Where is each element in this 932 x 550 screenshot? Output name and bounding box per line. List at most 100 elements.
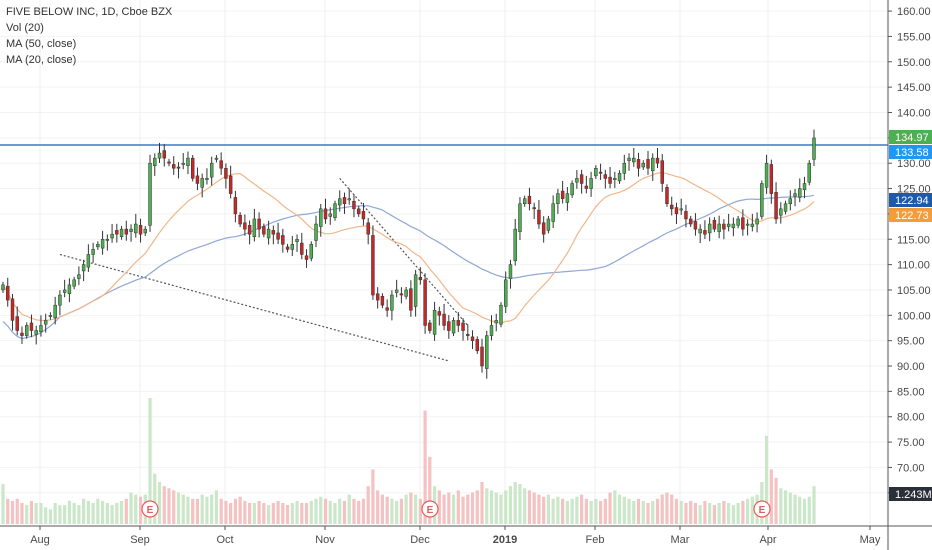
candle-body xyxy=(579,174,584,184)
volume-bar xyxy=(25,505,29,524)
volume-bar xyxy=(205,496,209,524)
candle-body xyxy=(347,198,351,201)
candle-body xyxy=(138,225,143,235)
candle-body xyxy=(228,175,233,194)
candle-body xyxy=(551,203,555,222)
volume-bar xyxy=(461,496,465,524)
volume-bar xyxy=(617,494,622,524)
candle-body xyxy=(96,244,100,248)
volume-bar xyxy=(788,492,792,524)
volume-bar xyxy=(48,509,53,524)
volume-bar xyxy=(556,496,560,524)
candle-body xyxy=(418,277,423,281)
trendline-upper[interactable] xyxy=(339,178,469,326)
candle-body xyxy=(319,208,323,227)
x-tick-label: Mar xyxy=(671,534,690,546)
candle-body xyxy=(688,218,693,225)
volume-bar xyxy=(399,498,403,524)
candle-body xyxy=(281,235,285,245)
volume-bar xyxy=(551,498,555,524)
volume-bar xyxy=(542,496,546,524)
y-tick-label: 100.00 xyxy=(897,310,931,322)
trendlines[interactable] xyxy=(59,178,469,362)
volume-bar xyxy=(100,500,105,524)
volume-bar xyxy=(96,498,100,524)
candle-body xyxy=(461,322,465,331)
legend-symbol[interactable]: FIVE BELOW INC, 1D, Cboe BZX xyxy=(6,6,173,18)
volume-bar xyxy=(39,503,43,524)
volume-bar xyxy=(437,490,441,524)
price-badge: 122.73 xyxy=(889,208,932,222)
volume-bar xyxy=(342,500,347,524)
candle-body xyxy=(745,223,750,226)
volume-bar xyxy=(513,482,517,524)
price-badge-bg xyxy=(889,208,932,222)
volume-bar xyxy=(466,494,470,524)
candle-body xyxy=(233,197,238,215)
volume-bar xyxy=(34,503,38,524)
candle-body xyxy=(148,162,152,226)
volume-bar xyxy=(276,500,280,524)
volume-bar xyxy=(451,494,456,524)
volume-bar xyxy=(248,503,252,524)
candle-body xyxy=(617,173,622,182)
candle-body xyxy=(295,239,299,243)
candle-body xyxy=(741,217,745,230)
candle-body xyxy=(100,239,105,249)
candle-body xyxy=(157,152,162,159)
candle-body xyxy=(437,311,442,316)
earnings-circle xyxy=(421,500,439,518)
candle-body xyxy=(10,298,15,321)
candle-body xyxy=(570,183,574,196)
candle-body xyxy=(366,222,370,235)
volume-bar xyxy=(376,490,380,524)
volume-bar xyxy=(442,494,446,524)
candle-body xyxy=(546,218,551,231)
price-badges: 134.97 133.58 122.94 122.73 1.243M xyxy=(889,130,932,501)
candle-body xyxy=(556,193,560,205)
volume-bar xyxy=(504,490,508,524)
time-axis[interactable]: Aug Sep Oct Nov Dec 2019 Feb Mar Apr May xyxy=(30,526,881,546)
volume-bar xyxy=(508,486,513,524)
volume-bar xyxy=(172,490,176,524)
candle-body xyxy=(380,296,385,306)
candle-body xyxy=(390,294,394,311)
trendline-lower[interactable] xyxy=(59,253,449,362)
volume-bar xyxy=(366,486,370,524)
volume-bar xyxy=(191,498,195,524)
volume-bar xyxy=(72,503,76,524)
earnings-marker[interactable]: E xyxy=(141,500,159,518)
legend-ma20[interactable]: MA (20, close) xyxy=(6,54,77,66)
candle-body xyxy=(456,320,461,326)
candle-body xyxy=(257,218,261,230)
earnings-circle xyxy=(141,500,159,518)
volume-bar xyxy=(323,498,328,524)
price-axis[interactable]: 160.00155.00150.00145.00140.00135.00130.… xyxy=(888,6,931,500)
candle-body xyxy=(783,203,788,212)
volume-bar xyxy=(480,482,484,524)
volume-bar xyxy=(679,500,683,524)
candle-body xyxy=(309,244,313,259)
earnings-marker[interactable]: E xyxy=(421,500,439,518)
volume-bar xyxy=(229,503,233,524)
x-tick-label: 2019 xyxy=(493,534,517,546)
y-tick-label: 95.00 xyxy=(897,336,925,348)
candle-body xyxy=(679,208,683,211)
candle-body xyxy=(361,211,366,220)
candle-body xyxy=(798,188,802,198)
candle-body xyxy=(717,223,721,232)
earnings-marker[interactable]: E xyxy=(753,500,771,518)
price-badge: 134.97 xyxy=(889,130,932,144)
volume-bar xyxy=(589,500,593,524)
candle-body xyxy=(802,183,807,191)
candle-body xyxy=(39,325,43,333)
volume-bar xyxy=(390,498,394,524)
legend-volume[interactable]: Vol (20) xyxy=(6,22,44,34)
legend-ma50[interactable]: MA (50, close) xyxy=(6,38,77,50)
candle-body xyxy=(532,207,536,210)
volume-bar xyxy=(186,496,190,524)
candle-body xyxy=(91,249,95,255)
candle-body xyxy=(703,230,707,235)
